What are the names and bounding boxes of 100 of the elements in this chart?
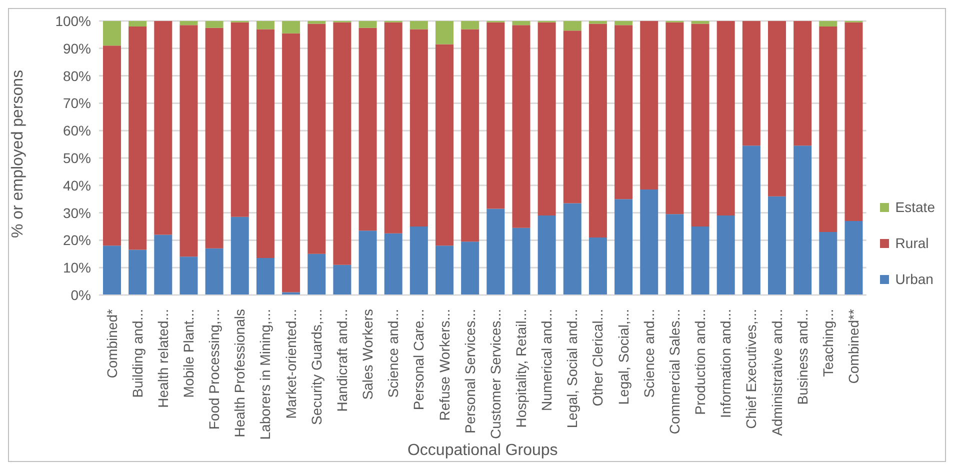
y-tick-label: 50%	[62, 150, 91, 166]
bar	[691, 21, 710, 24]
bar	[410, 226, 428, 295]
bar	[538, 22, 556, 216]
x-tick-label: Combined*	[104, 308, 120, 378]
bar	[308, 21, 326, 24]
bar	[563, 30, 582, 204]
bar	[691, 24, 710, 226]
bar	[461, 21, 480, 30]
bar	[666, 22, 684, 214]
x-tick-label: Mobile Plant...	[180, 309, 197, 398]
bar	[256, 258, 274, 295]
y-axis-title: % or employed persons	[10, 70, 27, 238]
bar	[435, 246, 454, 295]
x-tick-label: Customer Services...	[487, 309, 504, 439]
bar	[768, 196, 786, 295]
bar	[358, 230, 377, 295]
y-tick-label: 10%	[62, 260, 91, 276]
bar	[256, 29, 274, 258]
bar	[461, 242, 480, 295]
bar	[103, 46, 121, 246]
x-tick-label: Health related...	[154, 309, 171, 408]
x-tick-label: Teaching...	[820, 309, 836, 377]
bar	[640, 21, 658, 190]
bar	[103, 21, 121, 46]
bar	[103, 246, 121, 295]
bar	[768, 21, 786, 196]
bar	[614, 25, 633, 200]
bar	[333, 22, 352, 265]
y-tick-label: 70%	[62, 95, 91, 112]
x-tick-label: Security Guards,...	[308, 309, 324, 425]
y-tick-label: 100%	[55, 12, 91, 29]
bar	[844, 221, 863, 295]
bar	[180, 21, 198, 26]
x-tick-label: Commercial Sales...	[666, 309, 682, 434]
bar	[512, 21, 530, 26]
bar	[512, 228, 530, 295]
bar	[256, 21, 274, 30]
x-tick-label: Numerical and...	[538, 309, 555, 411]
x-tick-label: Laborers in Mining,...	[257, 309, 274, 440]
x-tick-label: Other Clerical...	[590, 309, 606, 406]
bar	[358, 28, 377, 231]
bar	[205, 248, 224, 295]
bar	[742, 21, 760, 146]
bar	[205, 28, 224, 248]
bar	[358, 21, 377, 28]
bar	[410, 29, 428, 226]
bar	[819, 21, 838, 26]
bar	[716, 21, 735, 216]
bar	[563, 21, 582, 31]
x-tick-label: Market-oriented...	[282, 309, 299, 419]
bar	[384, 233, 402, 295]
y-tick-label: 30%	[62, 204, 91, 221]
x-tick-label: Food Processing,...	[206, 309, 222, 430]
x-tick-label: Hospitality, Retail...	[513, 309, 530, 428]
bar	[794, 146, 812, 295]
bar	[230, 22, 249, 217]
bar	[282, 21, 300, 34]
bar	[666, 214, 684, 295]
bar	[588, 21, 607, 24]
bar	[486, 208, 505, 295]
x-tick-label: Handicraft and...	[334, 309, 350, 412]
bar	[461, 29, 480, 242]
bar	[486, 22, 505, 209]
bar	[308, 254, 326, 295]
bar	[410, 21, 428, 30]
x-tick-label: Personal Services...	[462, 309, 478, 434]
legend-label: Estate	[895, 199, 935, 215]
bar	[128, 26, 147, 250]
x-tick-label: Business and...	[794, 309, 810, 405]
x-tick-label: Science and...	[640, 309, 657, 398]
x-tick-label: Science and...	[385, 309, 402, 398]
x-tick-label: Chief Executives,...	[743, 309, 760, 429]
legend-label: Urban	[895, 271, 934, 287]
bar	[588, 237, 607, 295]
bar	[282, 33, 300, 292]
y-tick-label: 40%	[62, 177, 91, 194]
bar	[180, 256, 198, 295]
bar	[614, 21, 633, 26]
x-tick-label: Combined**	[846, 308, 862, 384]
legend-label: Rural	[895, 235, 929, 251]
x-tick-label: Personal Care...	[410, 309, 427, 410]
bar	[180, 25, 198, 257]
bar	[333, 264, 352, 295]
y-tick-label: 0%	[70, 286, 91, 303]
bar	[154, 234, 172, 295]
bar	[844, 22, 863, 222]
bar	[308, 24, 326, 254]
x-tick-label: Refuse Workers...	[436, 309, 452, 421]
bar	[230, 216, 249, 295]
bar	[716, 216, 735, 295]
bar	[512, 25, 530, 228]
bar	[538, 216, 556, 295]
bar	[614, 199, 633, 295]
y-tick-label: 60%	[62, 122, 91, 139]
bar	[154, 21, 172, 235]
x-tick-label: Health Professionals	[232, 309, 248, 438]
bar	[435, 44, 454, 246]
x-tick-label: Administrative and...	[768, 309, 785, 436]
bar	[819, 232, 838, 295]
